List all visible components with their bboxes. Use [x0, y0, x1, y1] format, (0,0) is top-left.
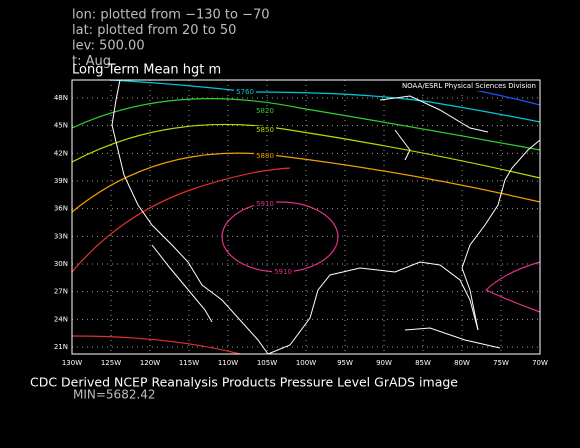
- min-label: MIN=5682.42: [73, 388, 156, 402]
- contour: [484, 261, 541, 313]
- header-line: lev: 500.00: [72, 39, 145, 54]
- lat-label: 21N: [54, 343, 68, 351]
- contour-labels: 5760 5820 5850 5880 5910 5910: [234, 88, 294, 276]
- coastline: [379, 95, 489, 161]
- contour-label-bg: [254, 152, 276, 160]
- grid: 48N 45N 42N 39N 36N 33N 30N 27N 24N 21N 130W 125W 12…: [54, 80, 548, 367]
- lat-label: 27N: [54, 288, 68, 296]
- contour-label-bg: [234, 88, 256, 96]
- lon-label: 125W: [101, 359, 121, 367]
- coastline: [151, 244, 213, 323]
- contour-label-bg: [254, 107, 276, 115]
- credit-bg: [366, 80, 538, 91]
- coastline: [111, 79, 269, 355]
- header-line: lon: plotted from −130 to −70: [72, 8, 270, 23]
- lat-label: 24N: [54, 315, 68, 323]
- frame: [71, 79, 541, 355]
- lon-label: 75W: [493, 359, 509, 367]
- contour: [71, 167, 291, 273]
- contour: [71, 98, 541, 151]
- lat-label: 33N: [54, 232, 68, 240]
- lat-label: 30N: [54, 260, 68, 268]
- contour-label-bg: [272, 268, 294, 276]
- map-title: Long Term Mean hgt m: [72, 63, 221, 78]
- contour: [71, 152, 541, 213]
- lon-label: 80W: [454, 359, 470, 367]
- lon-label: 100W: [296, 359, 316, 367]
- header-line: lat: plotted from 20 to 50: [72, 23, 236, 38]
- contour-label: 5820: [256, 107, 274, 115]
- lat-label: 36N: [54, 205, 68, 213]
- lon-label: 130W: [62, 359, 82, 367]
- contour-label: 5760: [236, 88, 254, 96]
- contour-label: 5910: [274, 268, 292, 276]
- contour-label: 5910: [256, 200, 274, 208]
- contour: [71, 123, 541, 179]
- contour: [71, 335, 241, 355]
- lat-label: 42N: [54, 149, 68, 157]
- header-line: t: Aug: [72, 54, 111, 69]
- lon-label: 120W: [140, 359, 160, 367]
- credit: NOAA/ESRL Physical Sciences Division: [402, 82, 536, 90]
- contour-label: 5850: [256, 126, 274, 134]
- contour-label-bg: [254, 200, 276, 208]
- contour-label: 5880: [256, 152, 274, 160]
- lon-label: 90W: [376, 359, 392, 367]
- lon-label: 85W: [415, 359, 431, 367]
- lon-label: 70W: [532, 359, 548, 367]
- caption: CDC Derived NCEP Reanalysis Products Pre…: [30, 375, 458, 390]
- lat-label: 39N: [54, 177, 68, 185]
- contour: [109, 79, 541, 123]
- lat-label: 45N: [54, 122, 68, 130]
- lon-label: 95W: [337, 359, 353, 367]
- lon-label: 110W: [218, 359, 238, 367]
- coastline: [267, 261, 479, 355]
- coastline: [461, 139, 541, 331]
- lon-label: 115W: [179, 359, 199, 367]
- lat-label: 48N: [54, 94, 68, 102]
- contour-label-bg: [254, 126, 276, 134]
- coastline: [404, 327, 501, 349]
- lon-label: 105W: [257, 359, 277, 367]
